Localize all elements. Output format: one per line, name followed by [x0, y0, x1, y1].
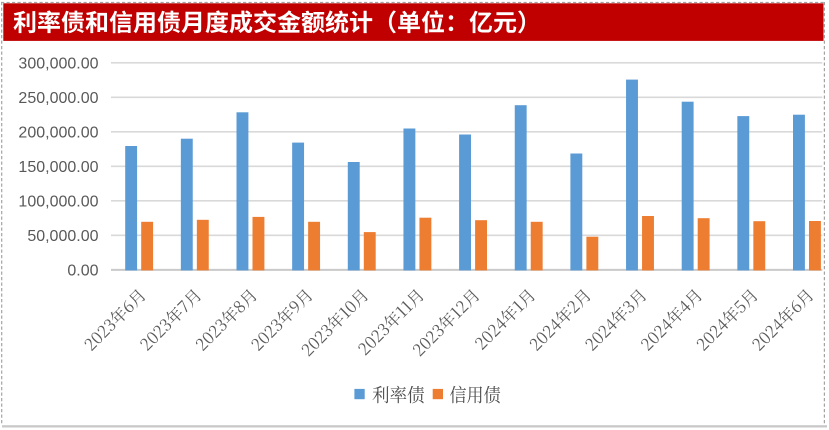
- svg-text:150,000.00: 150,000.00: [18, 159, 98, 176]
- svg-text:50,000.00: 50,000.00: [27, 228, 98, 245]
- svg-text:200,000.00: 200,000.00: [18, 124, 98, 141]
- svg-text:100,000.00: 100,000.00: [18, 193, 98, 210]
- svg-text:250,000.00: 250,000.00: [18, 90, 98, 107]
- svg-text:0.00: 0.00: [67, 262, 98, 279]
- svg-text:300,000.00: 300,000.00: [18, 55, 98, 72]
